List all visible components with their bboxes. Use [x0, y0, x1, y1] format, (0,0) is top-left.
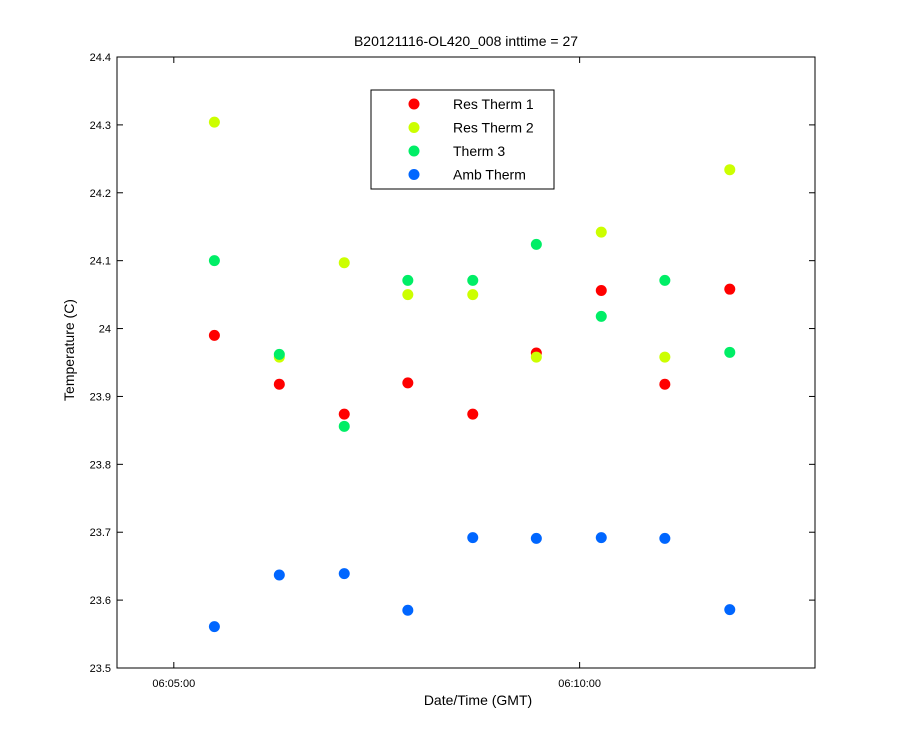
- legend-label: Res Therm 2: [453, 120, 534, 136]
- legend-label: Amb Therm: [453, 167, 526, 183]
- data-point: [273, 378, 285, 390]
- data-point: [402, 604, 414, 616]
- data-point: [724, 283, 736, 295]
- y-tick-label: 24.3: [90, 120, 111, 132]
- y-tick-label: 24: [99, 324, 111, 336]
- y-tick-label: 24.4: [90, 52, 111, 64]
- y-tick-label: 23.7: [90, 527, 111, 539]
- data-points: [208, 116, 736, 633]
- y-axis-label: Temperature (C): [61, 299, 77, 401]
- data-point: [208, 621, 220, 633]
- y-tick-label: 24.2: [90, 188, 111, 200]
- legend-label: Therm 3: [453, 143, 505, 159]
- data-point: [659, 274, 671, 286]
- data-point: [467, 289, 479, 301]
- data-point: [724, 346, 736, 358]
- data-point: [273, 348, 285, 360]
- x-tick-label: 06:10:00: [558, 678, 601, 690]
- data-point: [530, 351, 542, 363]
- data-point: [659, 532, 671, 544]
- chart-title: B20121116-OL420_008 inttime = 27: [354, 33, 578, 49]
- data-point: [402, 274, 414, 286]
- data-point: [338, 568, 350, 580]
- y-tick-label: 23.8: [90, 459, 111, 471]
- y-tick-label: 23.9: [90, 391, 111, 403]
- data-point: [338, 257, 350, 269]
- legend-marker: [408, 169, 420, 180]
- data-point: [208, 329, 220, 341]
- y-tick-label: 24.1: [90, 256, 111, 268]
- series-res-therm-1: [208, 283, 736, 420]
- data-point: [530, 532, 542, 544]
- legend-marker: [408, 98, 420, 110]
- data-point: [402, 377, 414, 389]
- data-point: [338, 408, 350, 420]
- legend-label: Res Therm 1: [453, 96, 534, 112]
- y-tick-label: 23.5: [90, 663, 111, 675]
- data-point: [208, 116, 220, 128]
- data-point: [402, 289, 414, 301]
- data-point: [724, 164, 736, 176]
- data-point: [530, 238, 542, 250]
- data-point: [273, 569, 285, 581]
- data-point: [595, 285, 607, 297]
- axis-ticks: 23.5 23.6 23.7 23.8 23.9 24 24.1 24.2 24.3 24.4 06…: [90, 52, 815, 690]
- data-point: [659, 378, 671, 390]
- legend-marker: [408, 122, 420, 133]
- series-res-therm-2: [208, 116, 736, 363]
- data-point: [467, 532, 479, 544]
- y-tick-label: 23.6: [90, 595, 111, 607]
- data-point: [208, 255, 220, 267]
- data-point: [338, 420, 350, 432]
- legend-box: [370, 89, 555, 190]
- data-point: [724, 604, 736, 616]
- data-point: [467, 408, 479, 420]
- legend: Res Therm 1 Res Therm 2 Therm 3 Amb Therm: [370, 89, 555, 190]
- legend-marker: [408, 145, 420, 157]
- x-axis-label: Date/Time (GMT): [424, 692, 532, 708]
- data-point: [595, 532, 607, 544]
- series-amb-therm: [208, 532, 736, 633]
- data-point: [659, 351, 671, 363]
- x-tick-label: 06:05:00: [152, 678, 195, 690]
- data-point: [467, 274, 479, 286]
- data-point: [595, 226, 607, 238]
- series-therm-3: [208, 238, 736, 432]
- data-point: [595, 310, 607, 322]
